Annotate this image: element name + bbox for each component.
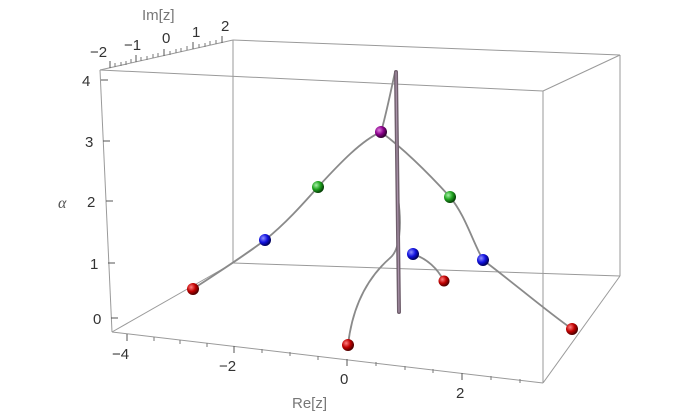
data-point xyxy=(407,248,419,260)
x-tick-label: −2 xyxy=(219,358,236,375)
x-minor-ticks xyxy=(153,337,521,383)
y-tick-label: −2 xyxy=(90,44,107,61)
data-point xyxy=(375,126,387,138)
y-tick-label: 0 xyxy=(162,30,170,47)
y-axis: Im[z] −2 −1 0 1 2 xyxy=(90,7,229,68)
z-tick-label: 1 xyxy=(90,256,98,273)
x-tick-label: 0 xyxy=(340,371,348,388)
curve-lower-branch xyxy=(347,197,401,346)
data-point xyxy=(438,275,450,287)
y-minor-ticks xyxy=(114,40,217,67)
x-tick-label: −4 xyxy=(112,346,129,363)
box-edge xyxy=(111,331,544,384)
z-tick-label: 2 xyxy=(87,194,95,211)
z-axis-label: α xyxy=(58,195,67,212)
data-point xyxy=(477,254,489,266)
curve-right-branch xyxy=(380,131,573,330)
box-edge xyxy=(232,39,621,56)
curve-left-branch xyxy=(192,71,396,290)
data-point xyxy=(187,283,199,295)
z-axis: α 0 1 2 3 4 xyxy=(58,73,118,328)
data-point xyxy=(259,234,271,246)
curves xyxy=(192,71,573,346)
z-tick-label: 0 xyxy=(93,311,101,328)
box-edge xyxy=(99,39,234,71)
x-axis: Re[z] −4 −2 0 2 xyxy=(112,334,521,412)
z-tick-label: 4 xyxy=(82,73,90,90)
data-point xyxy=(342,339,354,351)
data-point xyxy=(566,323,578,335)
x-axis-label: Re[z] xyxy=(292,395,327,412)
vertical-line-highlight xyxy=(395,71,400,313)
data-points xyxy=(187,126,578,351)
box-edge xyxy=(542,54,621,92)
data-point xyxy=(444,191,456,203)
y-tick-label: 1 xyxy=(192,24,200,41)
y-tick-label: −1 xyxy=(124,37,141,54)
z-tick-label: 3 xyxy=(85,134,93,151)
bounding-box xyxy=(99,39,621,384)
y-axis-label: Im[z] xyxy=(142,7,175,24)
y-tick-label: 2 xyxy=(221,18,229,35)
box-edge xyxy=(232,262,621,277)
box-edge xyxy=(542,275,621,384)
box-edge xyxy=(99,69,544,92)
data-point xyxy=(312,181,324,193)
x-tick-label: 2 xyxy=(456,385,464,402)
box-edge xyxy=(111,262,234,333)
curve-small-branch xyxy=(412,253,445,282)
